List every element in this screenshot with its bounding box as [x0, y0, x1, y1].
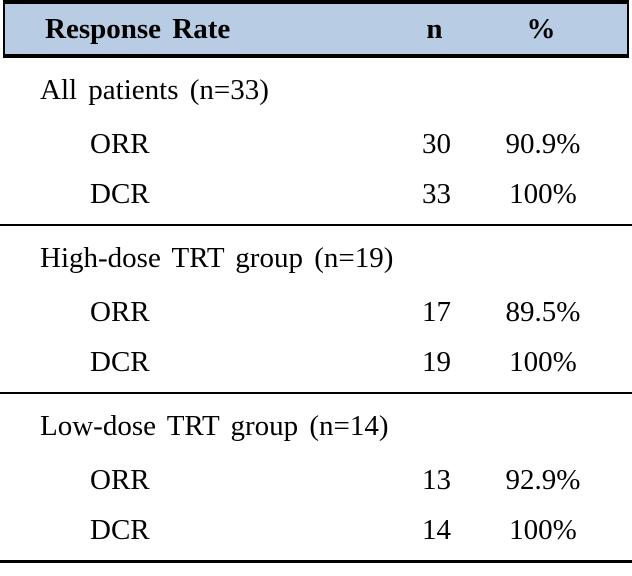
pct-value: 100%	[509, 513, 577, 546]
row-label: DCR	[90, 345, 150, 378]
table-row: ORR 30 90.9%	[0, 119, 632, 169]
table-header-row: Response Rate n %	[3, 0, 629, 58]
pct-value: 100%	[509, 345, 577, 378]
table-row: DCR 19 100%	[0, 337, 632, 387]
pct-value: 100%	[509, 177, 577, 210]
group-label: All patients (n=33)	[40, 73, 269, 106]
table-row: DCR 33 100%	[0, 169, 632, 219]
n-value: 14	[422, 513, 451, 546]
group-row: High-dose TRT group (n=19)	[0, 229, 632, 287]
header-percent: %	[526, 12, 556, 45]
row-label: ORR	[90, 127, 150, 160]
n-value: 30	[422, 127, 451, 160]
n-value: 19	[422, 345, 451, 378]
group-label: Low-dose TRT group (n=14)	[40, 409, 389, 442]
n-value: 17	[422, 295, 451, 328]
header-response-rate: Response Rate	[45, 12, 231, 45]
group-row: All patients (n=33)	[0, 61, 632, 119]
table-row: ORR 13 92.9%	[0, 455, 632, 505]
section-low-dose-trt: Low-dose TRT group (n=14) ORR 13 92.9% D…	[0, 394, 632, 563]
row-label: ORR	[90, 295, 150, 328]
row-label: ORR	[90, 463, 150, 496]
table-row: DCR 14 100%	[0, 505, 632, 555]
pct-value: 89.5%	[505, 295, 581, 328]
header-n: n	[426, 12, 443, 45]
n-value: 33	[422, 177, 451, 210]
response-rate-table: Response Rate n % All patients (n=33) OR…	[0, 0, 632, 563]
n-value: 13	[422, 463, 451, 496]
row-label: DCR	[90, 513, 150, 546]
row-label: DCR	[90, 177, 150, 210]
group-row: Low-dose TRT group (n=14)	[0, 397, 632, 455]
pct-value: 90.9%	[505, 127, 581, 160]
section-all-patients: All patients (n=33) ORR 30 90.9% DCR 33 …	[0, 58, 632, 226]
section-high-dose-trt: High-dose TRT group (n=19) ORR 17 89.5% …	[0, 226, 632, 394]
table-row: ORR 17 89.5%	[0, 287, 632, 337]
group-label: High-dose TRT group (n=19)	[40, 241, 394, 274]
pct-value: 92.9%	[505, 463, 581, 496]
